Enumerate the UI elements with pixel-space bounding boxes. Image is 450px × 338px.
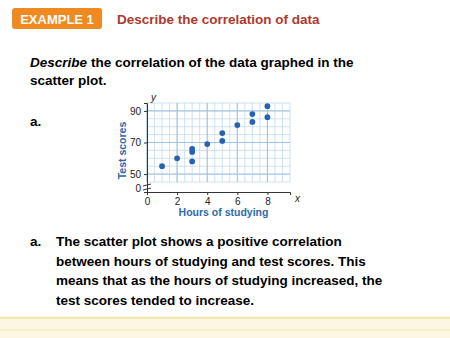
answer-text: between hours of studying and test score… <box>56 254 366 269</box>
part-label: a. <box>30 114 41 129</box>
chart: 0 2 4 6 8 0 50 70 90 y x Hours of studying Test scor… <box>116 92 301 218</box>
example-tab <box>12 8 102 29</box>
y-axis-title: Test scores <box>116 122 128 180</box>
answer-label: a. <box>30 234 41 249</box>
grid <box>147 103 290 182</box>
x-axis: 0 2 4 6 8 <box>145 192 291 207</box>
points <box>159 103 270 169</box>
minor-grid <box>147 103 290 104</box>
x-axis-title: Hours of studying <box>179 206 269 218</box>
grid-line <box>237 103 238 182</box>
grid-line <box>147 110 290 111</box>
grid-line <box>177 103 178 182</box>
answer-text: The scatter plot shows a positive correl… <box>56 234 342 249</box>
y-tick: 70 <box>130 137 147 148</box>
answer-text: test scores tended to increase. <box>56 293 254 308</box>
answer-text: means that as the hours of studying incr… <box>56 273 383 288</box>
x-tick-mark <box>177 192 178 195</box>
question-text: scatter plot. <box>30 73 107 88</box>
y-tick-label: 0 <box>135 183 141 194</box>
y-tick: 0 <box>135 183 147 194</box>
point <box>219 130 225 136</box>
point <box>204 141 210 147</box>
point <box>159 163 165 169</box>
point <box>249 119 255 125</box>
axis-break <box>143 184 151 190</box>
minor-grid <box>147 166 290 167</box>
y-tick-mark <box>144 192 147 193</box>
x-tick-label: 0 <box>145 196 151 207</box>
y-tick: 90 <box>130 106 147 117</box>
y-tick-label: 70 <box>130 137 142 148</box>
x-tick: 6 <box>235 192 241 207</box>
point <box>219 138 225 144</box>
y-axis-letter: y <box>150 92 157 103</box>
x-tick: 2 <box>175 192 181 207</box>
point <box>174 155 180 161</box>
y-tick-mark <box>144 143 147 144</box>
x-tick-mark <box>237 192 238 195</box>
minor-grid <box>147 158 290 159</box>
question-lead: Describe <box>30 55 88 70</box>
footer-line <box>0 317 450 319</box>
point <box>265 103 271 109</box>
minor-grid <box>147 142 290 143</box>
y-axis: 0 50 70 90 <box>130 104 148 194</box>
y-tick: 50 <box>130 169 147 180</box>
x-tick: 0 <box>145 192 151 207</box>
example-label: EXAMPLE 1 <box>20 12 94 27</box>
point <box>189 149 195 155</box>
minor-grid <box>147 182 290 183</box>
x-tick: 8 <box>265 192 271 207</box>
heading: Describe the correlation of data <box>117 12 320 27</box>
minor-grid <box>147 126 290 127</box>
minor-grid <box>177 103 178 182</box>
x-axis-line <box>148 193 291 196</box>
y-tick-mark <box>144 174 147 175</box>
point <box>249 111 255 117</box>
footer-band <box>0 316 450 338</box>
y-axis-line <box>144 104 148 193</box>
x-tick: 4 <box>205 192 211 207</box>
point <box>189 159 195 165</box>
y-tick-label: 90 <box>130 106 142 117</box>
y-tick-mark <box>144 111 147 112</box>
x-axis-letter: x <box>294 193 301 204</box>
question-text: the correlation of the data graphed in t… <box>91 55 354 70</box>
x-tick-mark <box>207 192 208 195</box>
point <box>234 122 240 128</box>
minor-grid <box>147 150 290 151</box>
footer-line <box>0 330 450 331</box>
grid-line <box>147 174 290 175</box>
minor-grid <box>237 103 238 182</box>
point <box>265 114 271 120</box>
minor-grid <box>147 134 290 135</box>
y-tick-label: 50 <box>130 169 142 180</box>
x-tick-mark <box>267 192 268 195</box>
grid-line <box>147 142 290 143</box>
minor-grid <box>147 110 290 111</box>
background <box>0 0 450 338</box>
question-line: Describethe correlation of the data grap… <box>30 55 354 70</box>
minor-grid <box>147 174 290 175</box>
